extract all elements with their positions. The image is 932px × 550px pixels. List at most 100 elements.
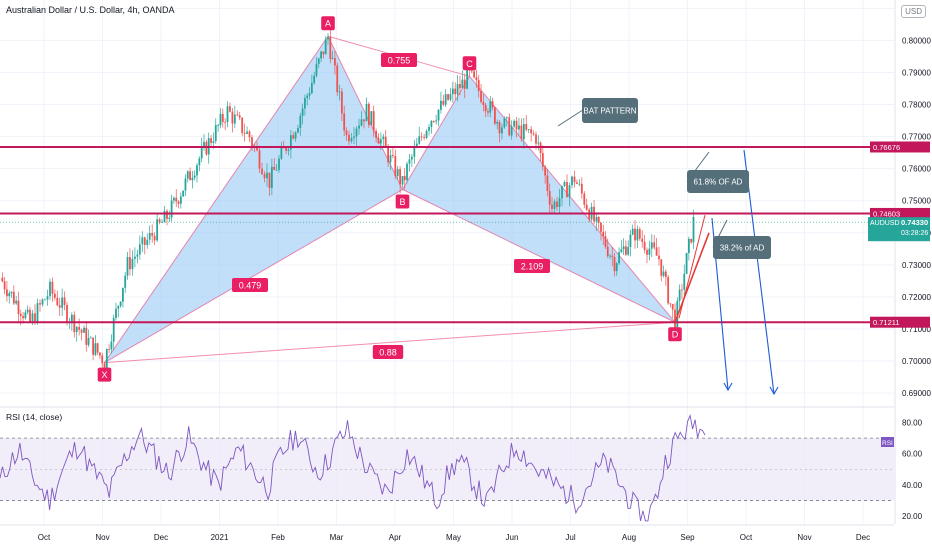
point-label-c: C	[466, 59, 473, 69]
candle-body	[535, 134, 537, 144]
candle-body	[105, 349, 108, 369]
annotation-618-ad: 61.8% OF AD	[694, 178, 743, 187]
candle-body	[643, 241, 646, 250]
candle-body	[631, 228, 634, 235]
candle-body	[261, 168, 263, 175]
candle-body	[418, 136, 421, 144]
candle-body	[685, 253, 688, 274]
candle-body	[270, 166, 273, 188]
candle-body	[246, 131, 248, 134]
candle-body	[22, 316, 24, 319]
candle-body	[473, 71, 476, 78]
price-tag: 0.74603	[873, 209, 900, 218]
candle-body	[12, 291, 15, 304]
candle-body	[46, 296, 49, 300]
candle-body	[553, 201, 556, 209]
candle-body	[184, 178, 187, 191]
candle-body	[24, 312, 27, 319]
price-axis-tick: 0.78000	[902, 101, 931, 110]
candle-body	[268, 172, 271, 188]
ratio-label-2-bg	[514, 259, 550, 273]
candle-body	[131, 258, 134, 270]
time-axis-tick: Dec	[154, 533, 168, 542]
candle-body	[248, 131, 251, 138]
currency-selector[interactable]: USD	[901, 5, 926, 18]
annotation-382-ad-box	[713, 236, 771, 259]
candle-body	[313, 75, 316, 83]
candle-body	[588, 209, 591, 220]
time-axis-tick: Oct	[740, 533, 753, 542]
candle-body	[437, 109, 440, 121]
candle-body	[602, 231, 605, 237]
price-axis-tick: 0.69000	[902, 389, 931, 398]
rsi-title[interactable]: RSI (14, close)	[6, 412, 63, 422]
price-axis-tick: 0.73000	[902, 261, 931, 270]
candle-body	[532, 133, 535, 135]
candle-body	[343, 113, 346, 131]
candle-body	[477, 80, 480, 92]
candle-body	[308, 93, 311, 96]
candle-body	[287, 149, 290, 151]
candle-body	[324, 39, 327, 55]
candle-body	[459, 84, 461, 89]
candle-body	[461, 79, 464, 89]
candle-body	[627, 247, 630, 255]
candle-body	[513, 120, 515, 127]
point-label-x: X	[101, 370, 107, 380]
candle-body	[177, 201, 180, 204]
candle-body	[387, 147, 389, 163]
candle-body	[10, 291, 13, 294]
candle-body	[212, 141, 215, 143]
candle-body	[173, 197, 175, 201]
candle-body	[501, 127, 503, 134]
candle-body	[442, 100, 445, 105]
current-price-tag: 0.74330	[901, 218, 928, 227]
candle-body	[317, 58, 320, 64]
candle-body	[653, 242, 656, 248]
time-axis-tick: Feb	[271, 533, 285, 542]
candle-body	[428, 126, 430, 131]
ratio-label-2: 2.109	[521, 262, 544, 272]
candle-body	[573, 176, 576, 183]
candle-body	[320, 51, 322, 59]
candle-body	[205, 141, 208, 155]
countdown-tag: 03:28:26	[901, 230, 928, 237]
candle-body	[408, 159, 411, 164]
price-axis-tick: 0.79000	[902, 68, 931, 77]
candle-body	[345, 130, 348, 135]
time-axis-tick: Nov	[797, 533, 811, 542]
candle-body	[66, 304, 68, 323]
triangle-bcd	[401, 75, 676, 323]
candle-body	[34, 313, 36, 323]
candle-body	[115, 308, 117, 318]
candle-body	[148, 232, 151, 240]
candle-body	[544, 166, 547, 176]
candle-body	[487, 111, 489, 113]
candle-body	[243, 132, 246, 134]
candle-body	[470, 70, 473, 72]
candle-body	[423, 137, 426, 139]
candle-body	[15, 300, 18, 304]
candle-body	[432, 120, 435, 122]
candle-body	[687, 238, 690, 254]
candle-body	[297, 128, 299, 133]
candle-body	[6, 289, 8, 297]
candle-body	[138, 244, 141, 255]
candle-body	[380, 139, 382, 144]
rsi-badge: RSI	[882, 440, 893, 447]
candle-body	[39, 303, 41, 305]
candle-body	[541, 153, 544, 167]
candle-body	[146, 239, 149, 245]
candle-body	[117, 306, 120, 309]
candle-body	[403, 176, 406, 181]
candle-body	[196, 165, 198, 176]
candle-body	[480, 91, 482, 102]
candle-body	[690, 238, 693, 243]
candle-body	[56, 297, 59, 306]
projection-line-red	[674, 232, 710, 323]
time-axis-tick: Jun	[506, 533, 519, 542]
candle-body	[440, 100, 442, 110]
symbol-title[interactable]: Australian Dollar / U.S. Dollar, 4h, OAN…	[6, 5, 175, 15]
candle-body	[609, 255, 611, 257]
candle-body	[89, 337, 92, 339]
